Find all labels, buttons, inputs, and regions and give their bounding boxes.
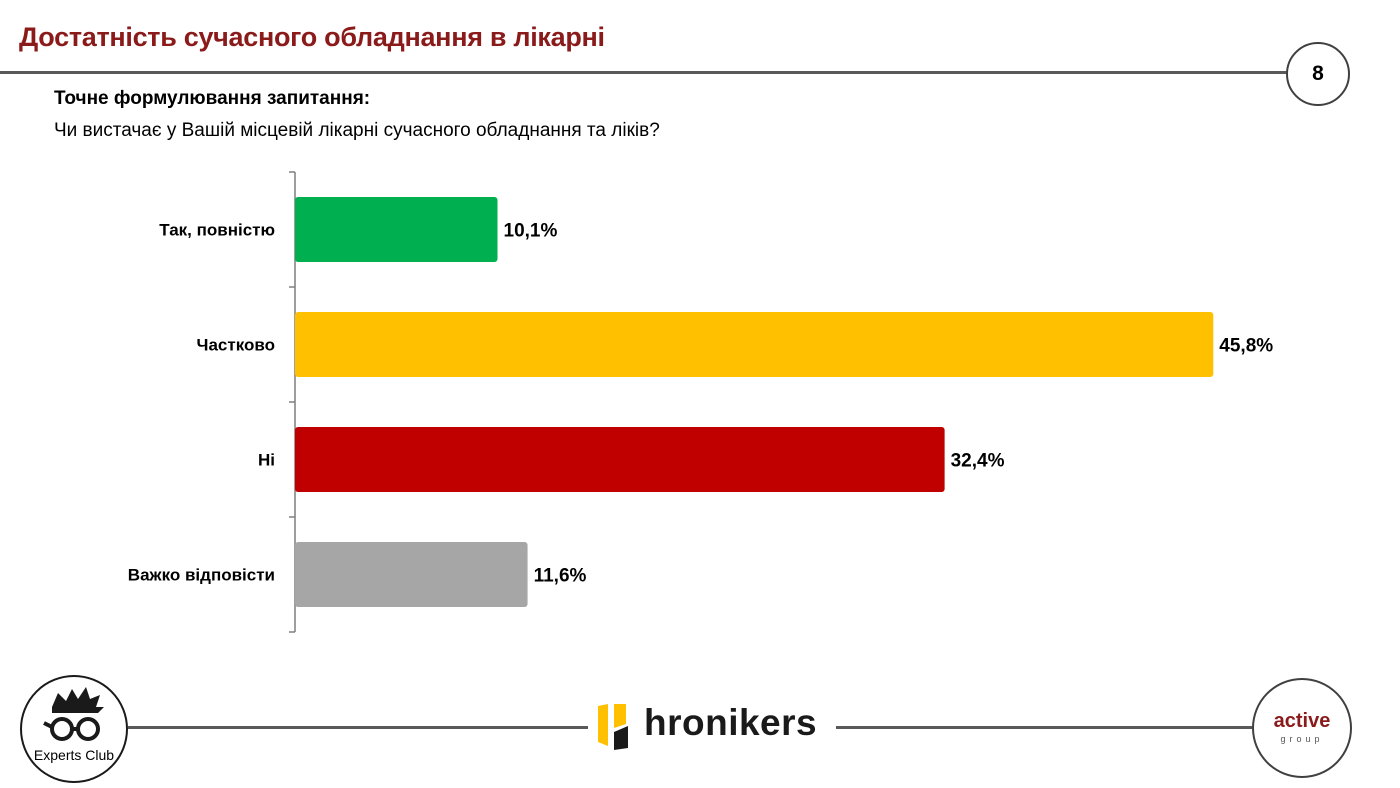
bar	[295, 197, 498, 262]
experts-club-label: Experts Club	[33, 747, 115, 763]
hronikers-wordmark: hronikers	[644, 702, 818, 743]
question-text: Чи вистачає у Вашій місцевій лікарні суч…	[54, 120, 660, 141]
page-number: 8	[1312, 62, 1324, 85]
bar	[295, 427, 945, 492]
active-group-main: active	[1273, 710, 1331, 732]
active-group-logo: active group	[1252, 678, 1352, 778]
question-heading: Точне формулювання запитання:	[54, 88, 371, 109]
hronikers-logo: hronikers	[596, 700, 836, 752]
category-label: Важко відповісти	[128, 566, 275, 585]
category-label: Так, повністю	[159, 221, 275, 240]
bar	[295, 312, 1214, 377]
hronikers-mark-icon	[598, 704, 628, 750]
header-divider	[0, 71, 1290, 74]
glasses-icon	[43, 687, 104, 741]
page-title: Достатність сучасного обладнання в лікар…	[19, 22, 605, 52]
category-label: Частково	[197, 336, 275, 355]
experts-club-logo: Experts Club	[20, 675, 128, 783]
active-group-sub: group	[1280, 734, 1324, 744]
category-label: Ні	[258, 451, 275, 470]
bar	[295, 542, 528, 607]
data-label: 32,4%	[951, 451, 1005, 472]
data-label: 11,6%	[534, 566, 587, 587]
data-label: 10,1%	[504, 221, 558, 242]
footer-divider-left	[128, 726, 588, 729]
data-label: 45,8%	[1219, 336, 1273, 357]
page-number-badge: 8	[1286, 42, 1350, 106]
bar-chart: Так, повністю 10,1% Частково 45,8% Ні 32,4% Ва…	[128, 171, 1273, 633]
footer-divider-right	[836, 726, 1254, 729]
